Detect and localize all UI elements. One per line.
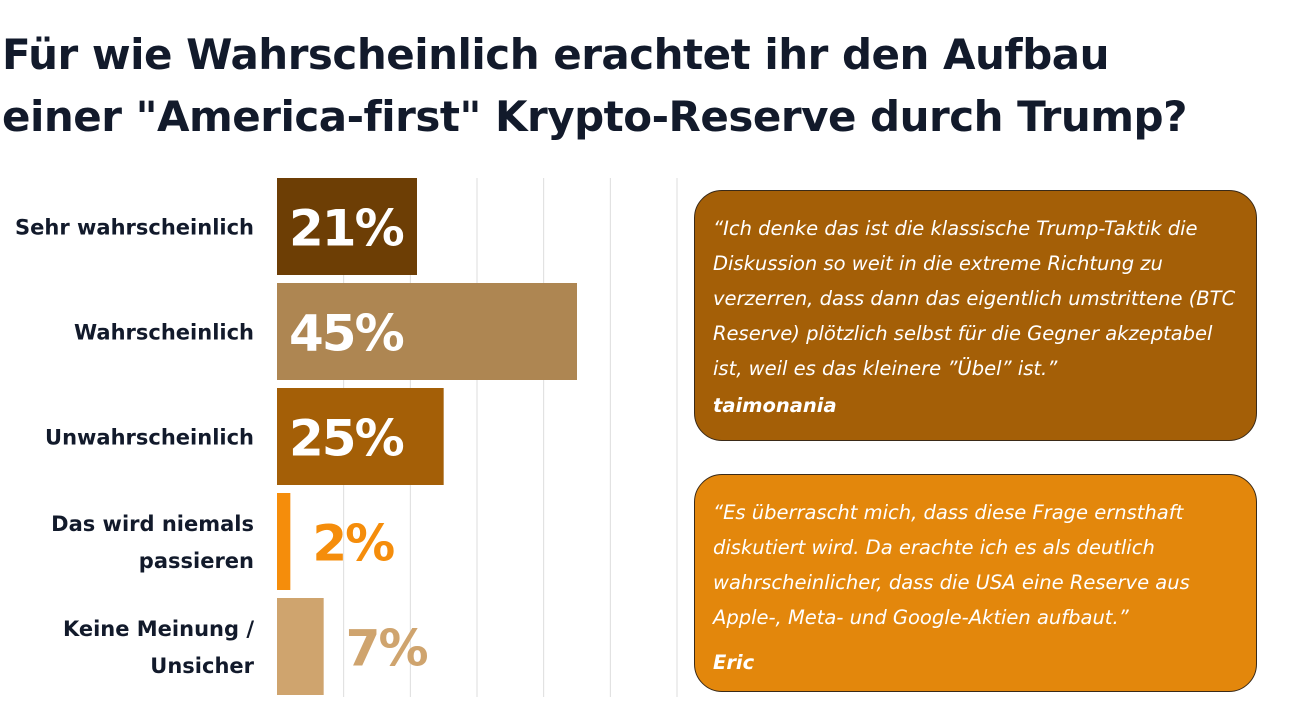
quote-text: “Ich denke das ist die klassische Trump-… (713, 217, 1236, 380)
category-label: Wahrscheinlich (74, 321, 254, 345)
quote-card-1: “Ich denke das ist die klassische Trump-… (694, 190, 1257, 441)
bar-4 (277, 493, 291, 590)
category-label: Sehr wahrscheinlich (15, 216, 254, 240)
category-label: Das wird niemals (51, 512, 254, 536)
value-label: 7% (346, 620, 428, 678)
value-label: 2% (312, 515, 394, 573)
chart-title-line-1: Für wie Wahrscheinlich erachtet ihr den … (2, 30, 1110, 79)
bar-5 (277, 598, 324, 695)
bar-2 (277, 283, 577, 380)
category-label: Keine Meinung / (63, 617, 254, 641)
chart-title: Für wie Wahrscheinlich erachtet ihr den … (2, 24, 1282, 148)
value-label: 25% (289, 410, 404, 468)
chart-title-line-2: einer "America-first" Krypto-Reserve dur… (2, 92, 1188, 141)
bar-1 (277, 178, 417, 275)
quote-author: taimonania (713, 394, 837, 417)
value-labels: 21% 45% 25% 2% 7% (289, 200, 429, 678)
bars (277, 178, 577, 695)
value-label: 45% (289, 305, 404, 363)
category-labels: Sehr wahrscheinlich Wahrscheinlich Unwahrs… (15, 216, 255, 679)
bar-3 (277, 388, 444, 485)
bar-chart: Sehr wahrscheinlich Wahrscheinlich Unwahrs… (15, 178, 678, 697)
quote-author: Eric (713, 651, 755, 674)
category-label: passieren (139, 549, 254, 573)
category-label: Unwahrscheinlich (45, 426, 254, 450)
quote-card-2: “Es überrascht mich, dass diese Frage er… (694, 474, 1257, 692)
quote-text: “Es überrascht mich, dass diese Frage er… (713, 501, 1190, 629)
value-label: 21% (289, 200, 404, 258)
category-label: Unsicher (150, 654, 254, 678)
